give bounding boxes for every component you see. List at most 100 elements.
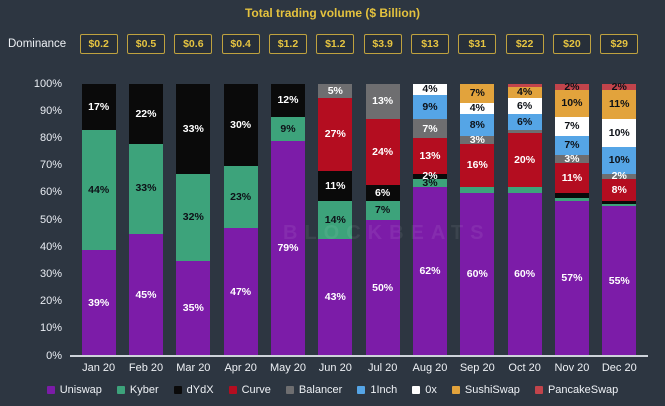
- segment-uniswap: 43%: [318, 239, 353, 356]
- segment-1inch: 10%: [602, 146, 637, 174]
- segment-curve: 8%: [602, 179, 637, 201]
- bar-column: 47% 23% 30%: [217, 84, 264, 356]
- y-axis-label: 40%: [39, 240, 62, 253]
- dominance-column: $0.4: [217, 33, 264, 55]
- segment-curve: 13%: [412, 138, 447, 174]
- segment-label: 33%: [182, 122, 204, 135]
- segment-label: 45%: [135, 288, 157, 301]
- dominance-value-box: $31: [458, 34, 497, 54]
- legend-item-kyber: Kyber: [116, 384, 159, 396]
- segment-label: 27%: [324, 128, 346, 141]
- legend-item-balancer: Balancer: [285, 384, 342, 396]
- segment-label: 2%: [564, 80, 580, 93]
- stacked-bar-aug-20: 62% 3% 2% 13% 7% 9% 4%: [412, 84, 447, 356]
- segment-label: 2%: [422, 170, 438, 183]
- legend-swatch: [412, 386, 421, 394]
- segment-label: 3%: [469, 133, 485, 146]
- x-axis-label: Jan 20: [82, 362, 116, 374]
- segment-uniswap: 39%: [81, 249, 116, 356]
- segment-label: 20%: [514, 153, 536, 166]
- y-axis: 0% 10% 20% 30% 40% 50% 60% 70% 80% 90% 100%: [0, 78, 62, 362]
- segment-label: 16%: [466, 159, 488, 172]
- legend-label: PancakeSwap: [547, 384, 619, 396]
- segment-label: 47%: [230, 285, 252, 298]
- stacked-bar-sep-20: 60% 16% 3% 8% 4% 7%: [460, 84, 495, 356]
- segment-sushiswap: 7%: [460, 84, 495, 104]
- segment-0x: 7%: [554, 116, 589, 136]
- legend-item-pancakeswap: PancakeSwap: [534, 384, 619, 396]
- segment-label: 11%: [609, 98, 630, 111]
- bar-column: 62% 3% 2% 13% 7% 9% 4%: [406, 84, 453, 356]
- segment-balancer: 3%: [460, 133, 495, 146]
- segment-label: 30%: [230, 118, 252, 131]
- segment-label: 24%: [372, 145, 394, 158]
- segment-uniswap: 45%: [128, 233, 163, 356]
- segment-label: 23%: [230, 190, 252, 203]
- dominance-column: $0.2: [75, 33, 122, 55]
- dominance-column: $29: [596, 33, 643, 55]
- x-axis-label: Mar 20: [176, 362, 211, 374]
- segment-0x: 6%: [507, 97, 542, 114]
- segment-label: 32%: [182, 211, 204, 224]
- segment-dydx: 17%: [81, 84, 116, 131]
- segment-label: 22%: [135, 107, 157, 120]
- legend-swatch: [534, 386, 543, 394]
- segment-label: 44%: [88, 183, 110, 196]
- y-axis-label: 100%: [33, 77, 62, 90]
- legend-label: 1Inch: [370, 384, 398, 396]
- stacked-bar-feb-20: 45% 33% 22%: [128, 84, 163, 356]
- segment-dydx: 30%: [223, 84, 258, 166]
- legend-swatch: [46, 386, 55, 394]
- segment-uniswap: 35%: [176, 260, 211, 356]
- segment-label: 11%: [561, 171, 583, 184]
- segment-label: 17%: [88, 100, 110, 113]
- segment-1inch: 7%: [554, 135, 589, 155]
- segment-label: 12%: [277, 94, 299, 107]
- segment-label: 13%: [419, 149, 441, 162]
- y-axis-label: 80%: [39, 131, 62, 144]
- segment-uniswap: 60%: [507, 192, 542, 356]
- segment-dydx: [602, 200, 637, 204]
- segment-uniswap: 55%: [602, 206, 637, 356]
- segment-label: 60%: [514, 268, 536, 281]
- stacked-bar-nov-20: 57% 11% 3% 7% 7% 10% 2%: [554, 80, 589, 356]
- segment-label: 43%: [324, 291, 346, 304]
- segment-label: 4%: [469, 102, 485, 115]
- segment-curve: 20%: [507, 132, 542, 188]
- stacked-bar-may-20: 79% 9% 12%: [270, 84, 305, 356]
- segment-label: 8%: [611, 183, 627, 196]
- legend-swatch: [451, 386, 460, 394]
- x-axis-label: Aug 20: [412, 362, 448, 374]
- segment-kyber: 3%: [412, 178, 447, 188]
- segment-label: 4%: [517, 85, 533, 98]
- segment-1inch: 8%: [460, 113, 495, 136]
- legend-label: 0x: [425, 384, 437, 396]
- x-axis-line: [70, 355, 648, 357]
- bar-column: 57% 11% 3% 7% 7% 10% 2%: [548, 80, 595, 356]
- segment-label: 7%: [375, 204, 391, 217]
- stacked-bar-oct-20: 60% 20% 6% 6% 4%: [507, 84, 542, 356]
- legend-item-sushiswap: SushiSwap: [451, 384, 520, 396]
- segment-label: 11%: [325, 179, 346, 192]
- segment-0x: 10%: [602, 119, 637, 147]
- segment-kyber: [554, 198, 589, 201]
- segment-label: 7%: [564, 138, 580, 151]
- segment-pancakeswap: [507, 84, 542, 87]
- segment-label: 33%: [135, 182, 157, 195]
- x-axis-label: May 20: [269, 362, 307, 374]
- segment-curve: 27%: [318, 97, 353, 172]
- segment-label: 39%: [88, 296, 110, 309]
- stacked-bar-jul-20: 50% 7% 6% 24% 13%: [365, 84, 400, 356]
- segment-uniswap: 60%: [460, 192, 495, 356]
- dominance-value-box: $3.9: [363, 34, 402, 54]
- legend-item-curve: Curve: [228, 384, 271, 396]
- x-axis-label: Feb 20: [128, 362, 164, 374]
- segment-kyber: [602, 203, 637, 207]
- dominance-column: $31: [454, 33, 501, 55]
- x-axis-label: Nov 20: [554, 362, 590, 374]
- segment-label: 8%: [469, 118, 485, 131]
- legend-swatch: [173, 386, 182, 394]
- segment-label: 2%: [611, 170, 627, 183]
- segment-balancer: 2%: [602, 170, 637, 183]
